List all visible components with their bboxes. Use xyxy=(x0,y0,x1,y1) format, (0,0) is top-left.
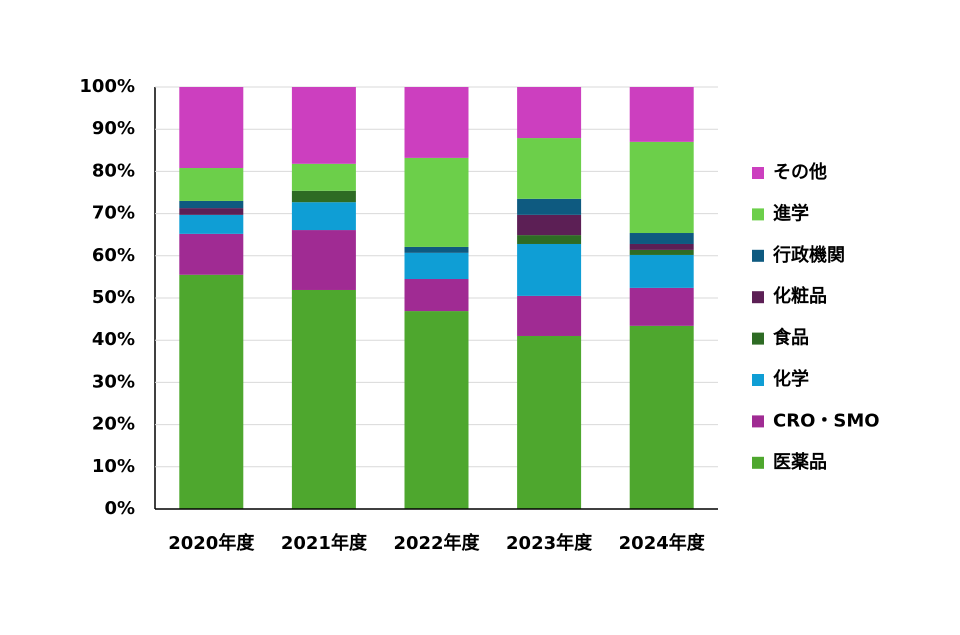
bar-segment xyxy=(179,168,244,201)
y-tick-label: 10% xyxy=(92,456,135,477)
bar-segment xyxy=(404,246,469,253)
x-tick-label: 2022年度 xyxy=(393,532,480,554)
x-tick-label: 2021年度 xyxy=(281,532,368,554)
bar-segment xyxy=(404,311,469,509)
bar-segment xyxy=(629,233,694,244)
legend-label: 行政機関 xyxy=(772,244,845,266)
legend-label: 食品 xyxy=(772,327,809,349)
bar-segment xyxy=(517,235,582,244)
bar-segment xyxy=(179,87,244,169)
x-tick-label: 2023年度 xyxy=(506,532,593,554)
y-tick-label: 60% xyxy=(92,245,135,266)
legend-label: 化粧品 xyxy=(773,285,827,307)
legend-label: 医薬品 xyxy=(773,452,827,473)
bar-segment xyxy=(291,230,356,290)
y-tick-label: 80% xyxy=(92,160,135,181)
x-tick-label: 2020年度 xyxy=(168,532,255,554)
bar-segment xyxy=(517,335,582,509)
legend-label: その他 xyxy=(773,161,827,183)
y-tick-label: 90% xyxy=(92,118,135,139)
y-tick-label: 50% xyxy=(92,287,135,308)
legend-label: CRO・SMO xyxy=(773,410,880,431)
bar-segment xyxy=(404,279,469,312)
bar-segment xyxy=(179,233,244,275)
legend-swatch xyxy=(752,332,764,345)
bar-segment xyxy=(291,190,356,203)
bar-segment xyxy=(629,87,694,142)
y-tick-label: 70% xyxy=(92,203,135,224)
y-tick-label: 40% xyxy=(92,329,135,350)
legend-swatch xyxy=(752,374,764,386)
legend-swatch xyxy=(752,249,764,262)
bar-segment xyxy=(291,87,356,164)
bar-segment xyxy=(179,274,244,509)
bar-segment xyxy=(629,141,694,234)
bar-segment xyxy=(517,295,582,336)
legend-swatch xyxy=(752,456,764,469)
bar-segment xyxy=(517,87,582,139)
bar-segment xyxy=(404,157,469,247)
y-tick-label: 100% xyxy=(79,76,135,97)
legend-swatch xyxy=(752,415,764,428)
bar-segment xyxy=(517,138,582,199)
bar-segment xyxy=(629,254,694,288)
bar-segment xyxy=(629,325,694,509)
legend-swatch xyxy=(752,208,764,221)
legend-label: 進学 xyxy=(773,202,809,224)
bar-segment xyxy=(517,198,582,215)
y-tick-label: 30% xyxy=(92,371,135,392)
y-tick-label: 20% xyxy=(92,414,135,435)
bar-segment xyxy=(629,243,694,250)
bar-segment xyxy=(179,200,244,209)
bar-segment xyxy=(291,163,356,191)
legend-swatch xyxy=(752,167,764,179)
legend-label: 化学 xyxy=(773,368,809,390)
bar-segment xyxy=(404,87,469,158)
bar-segment xyxy=(179,208,244,215)
bar-segment xyxy=(179,214,244,234)
x-tick-label: 2024年度 xyxy=(619,532,706,554)
legend-swatch xyxy=(752,291,764,304)
bar-segment xyxy=(291,289,356,509)
bar-segment xyxy=(629,287,694,326)
bar-segment xyxy=(517,243,582,296)
y-tick-label: 0% xyxy=(104,498,135,519)
bar-segment xyxy=(404,252,469,280)
bar-segment xyxy=(291,202,356,231)
bar-segment xyxy=(629,249,694,255)
bar-segment xyxy=(517,214,582,236)
